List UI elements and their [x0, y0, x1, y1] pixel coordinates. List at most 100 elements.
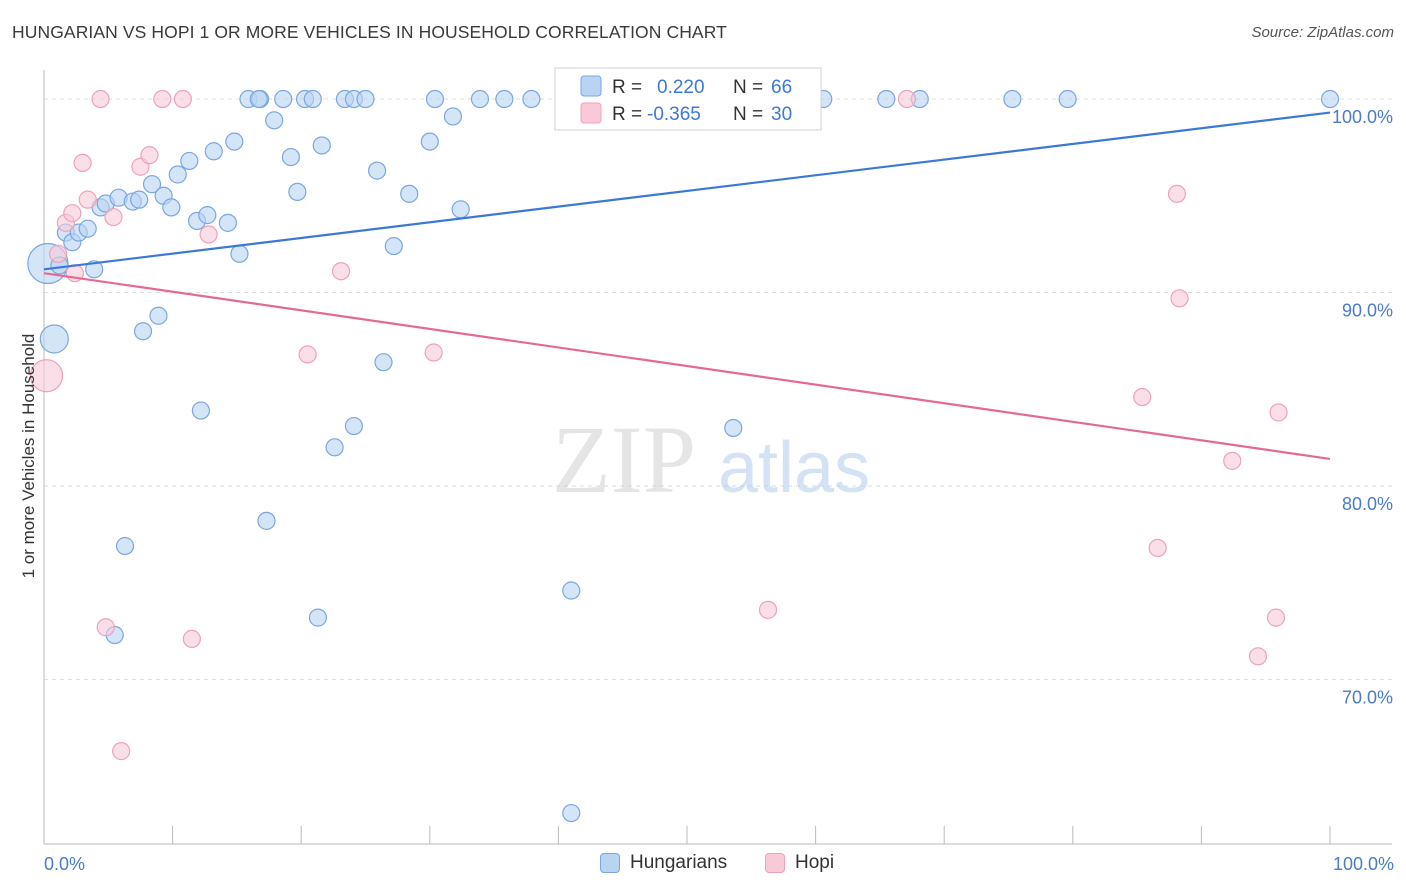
point-hopi-15	[298, 345, 317, 364]
point-hungarians-38	[420, 132, 439, 151]
point-hungarians-27	[274, 89, 293, 109]
trend-lines	[43, 111, 1331, 461]
stats-swatch-hungarians	[580, 75, 602, 97]
point-hungarians-19	[198, 206, 217, 225]
y-tick-label-0: 100.0%	[1332, 107, 1393, 127]
y-tick-label-1: 90.0%	[1342, 301, 1393, 321]
stats-n-value-hopi: 30	[771, 104, 792, 125]
point-hopi-0	[29, 359, 64, 393]
point-hungarians-6	[78, 219, 97, 238]
y-axis-label: 1 or more Vehicles in Household	[19, 334, 38, 579]
legend-label-hungarians: Hungarians	[630, 852, 728, 873]
point-hungarians-42	[470, 89, 490, 109]
y-tick-label-2: 80.0%	[1342, 494, 1393, 514]
point-hungarians-35	[367, 161, 387, 180]
point-hopi-21	[897, 89, 917, 109]
axes	[43, 70, 1392, 845]
point-hungarians-51	[344, 416, 364, 436]
point-hungarians-65	[1320, 89, 1340, 109]
point-hopi-23	[1170, 289, 1189, 308]
point-hungarians-37	[400, 184, 419, 203]
point-hungarians-36	[384, 236, 403, 256]
trend-line-hopi	[43, 272, 1331, 461]
point-hopi-28	[1266, 608, 1286, 627]
data-points	[27, 89, 1340, 823]
point-hungarians-41	[451, 200, 470, 219]
point-hungarians-52	[325, 438, 344, 457]
point-hopi-26	[1223, 451, 1242, 470]
point-hopi-20	[758, 600, 778, 619]
point-hungarians-31	[303, 89, 322, 109]
point-hungarians-32	[312, 136, 331, 155]
point-hungarians-40	[443, 107, 463, 126]
point-hopi-25	[1269, 403, 1288, 422]
x-tick-label-min: 0.0%	[44, 854, 85, 874]
point-hungarians-43	[495, 89, 514, 109]
point-hungarians-15	[162, 198, 181, 217]
stats-swatch-hopi	[580, 102, 602, 124]
point-hungarians-57	[562, 581, 581, 600]
point-hungarians-23	[230, 244, 249, 263]
legend-swatch-hungarians	[600, 853, 620, 873]
point-hungarians-1	[39, 324, 69, 354]
point-hopi-27	[1148, 538, 1167, 558]
stats-n-value-hungarians: 66	[771, 77, 792, 98]
point-hopi-5	[73, 153, 92, 172]
source-credit: Source: ZipAtlas.com	[1251, 24, 1394, 41]
point-hungarians-53	[257, 511, 276, 530]
point-hungarians-47	[191, 401, 210, 420]
legend-label-hopi: Hopi	[795, 852, 835, 873]
legend-item-hopi[interactable]: Hopi	[765, 852, 834, 874]
stats-r-label-hungarians: R =	[612, 77, 642, 98]
point-hungarians-50	[374, 353, 393, 372]
x-tick-label-max: 100.0%	[1333, 854, 1394, 874]
point-hungarians-63	[1003, 89, 1022, 109]
stats-r-value-hungarians: 0.220	[657, 77, 705, 98]
y-tick-label-3: 70.0%	[1342, 688, 1393, 708]
point-hopi-7	[104, 207, 123, 227]
point-hungarians-22	[225, 132, 244, 151]
point-hopi-10	[91, 89, 110, 109]
point-hopi-14	[331, 262, 351, 281]
point-hungarians-54	[115, 536, 135, 556]
point-hungarians-64	[1058, 89, 1077, 109]
legend-swatch-hopi	[765, 853, 785, 873]
point-hopi-18	[182, 629, 201, 648]
point-hungarians-44	[522, 89, 541, 109]
stats-box: R = 0.220 N = 66 R = -0.365 N = 30	[554, 67, 822, 131]
point-hopi-3	[63, 204, 82, 223]
point-hungarians-56	[308, 608, 328, 627]
trend-line-hungarians	[43, 111, 1331, 271]
point-hungarians-49	[356, 89, 375, 109]
y-tick-labels: 100.0% 90.0% 80.0% 70.0%	[1332, 107, 1393, 708]
point-hungarians-26	[265, 111, 284, 130]
stats-r-label-hopi: R =	[612, 104, 642, 125]
stats-n-label-hopi: N =	[733, 104, 763, 125]
point-hopi-6	[78, 190, 97, 209]
watermark-atlas: atlas	[718, 428, 870, 508]
chart-title: HUNGARIAN VS HOPI 1 OR MORE VEHICLES IN …	[12, 22, 727, 42]
watermark-zip: ZIP	[552, 406, 696, 513]
point-hungarians-39	[425, 89, 445, 109]
point-hungarians-16	[168, 165, 187, 184]
point-hopi-16	[424, 343, 443, 362]
point-hungarians-29	[288, 182, 307, 202]
point-hopi-19	[112, 742, 131, 761]
point-hungarians-66	[562, 803, 581, 823]
point-hungarians-46	[149, 306, 168, 325]
point-hopi-13	[199, 225, 218, 244]
point-hungarians-20	[204, 142, 223, 161]
point-hungarians-17	[180, 151, 199, 171]
point-hungarians-28	[281, 147, 301, 167]
point-hopi-17	[96, 618, 115, 637]
legend-item-hungarians[interactable]: Hungarians	[600, 852, 727, 874]
stats-r-value-hopi: -0.365	[647, 104, 701, 125]
point-hopi-9	[140, 146, 159, 165]
point-hungarians-21	[218, 213, 237, 232]
point-hopi-29	[1248, 647, 1268, 666]
point-hungarians-48	[249, 89, 268, 109]
point-hungarians-13	[142, 175, 162, 194]
point-hungarians-59	[724, 418, 743, 438]
point-hopi-1	[49, 244, 68, 263]
